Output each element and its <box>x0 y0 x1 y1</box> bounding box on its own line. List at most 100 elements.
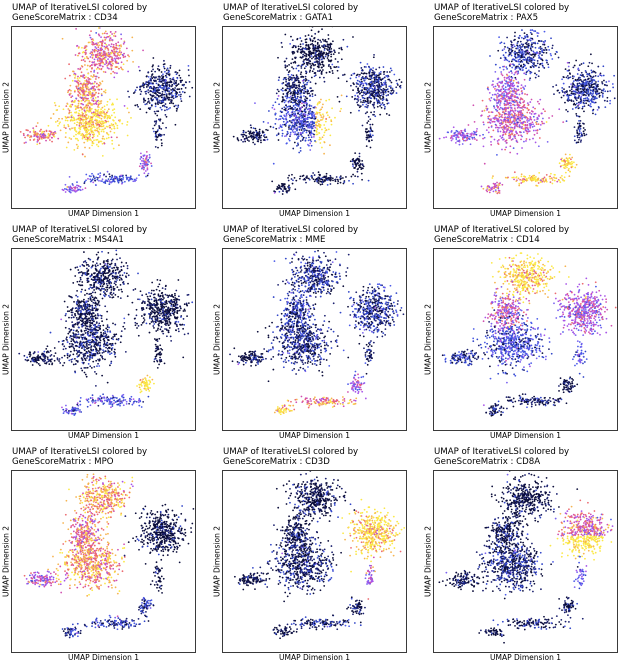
cell-point <box>92 42 95 44</box>
cell-point <box>264 136 266 139</box>
cell-point <box>103 105 106 108</box>
cell-point <box>515 65 518 68</box>
cell-point <box>536 62 539 65</box>
cluster-central <box>36 82 132 158</box>
cell-point <box>156 114 159 117</box>
cell-point <box>171 84 174 86</box>
cell-point <box>95 112 97 115</box>
cell-point <box>287 77 290 80</box>
cell-point <box>541 122 544 125</box>
cell-point <box>364 105 367 108</box>
cell-point <box>164 109 166 112</box>
cell-point <box>97 140 100 143</box>
cell-point <box>289 43 292 45</box>
cell-point <box>87 115 90 118</box>
plot-area <box>433 26 618 209</box>
cell-point <box>163 85 165 88</box>
cell-point <box>66 119 69 122</box>
cell-point <box>51 140 53 143</box>
cell-point <box>82 134 85 137</box>
cell-point <box>300 119 303 122</box>
cell-point <box>400 81 403 83</box>
cell-point <box>365 66 367 68</box>
cell-point <box>536 132 539 135</box>
cell-point <box>247 136 250 138</box>
cell-point <box>496 104 498 107</box>
cell-point <box>534 53 537 56</box>
cell-point <box>292 90 295 93</box>
cell-point <box>163 104 165 107</box>
cell-point <box>273 108 276 111</box>
cell-point <box>130 117 132 119</box>
cell-point <box>341 177 344 179</box>
cell-point <box>309 50 312 53</box>
cell-point <box>145 175 147 178</box>
cell-point <box>165 79 167 82</box>
cell-point <box>296 119 299 121</box>
cell-point <box>102 57 105 60</box>
cell-point <box>366 97 369 100</box>
cell-point <box>272 104 275 107</box>
cell-point <box>88 34 91 37</box>
cell-point <box>153 89 156 92</box>
cell-point <box>378 83 381 86</box>
cell-point <box>286 92 289 95</box>
cell-point <box>96 58 99 61</box>
cell-point <box>145 151 148 153</box>
cell-point <box>383 88 386 91</box>
cell-point <box>155 135 158 138</box>
cell-point <box>294 101 297 104</box>
cell-point <box>309 38 312 41</box>
cell-point <box>97 104 100 106</box>
cell-point <box>291 125 294 127</box>
cell-point <box>277 118 280 121</box>
cell-point <box>294 114 297 117</box>
cell-point <box>286 95 289 98</box>
cell-point <box>45 139 47 142</box>
cell-point <box>97 145 100 148</box>
cell-point <box>294 188 297 191</box>
cell-point <box>70 114 73 117</box>
cell-point <box>309 69 312 72</box>
cell-point <box>336 69 339 72</box>
cell-point <box>110 136 113 139</box>
cell-point <box>368 69 371 72</box>
cell-point <box>360 172 363 175</box>
cell-point <box>370 75 373 78</box>
cell-point <box>87 110 90 113</box>
cell-point <box>547 66 550 69</box>
cell-point <box>36 138 39 141</box>
cell-point <box>147 91 150 94</box>
cell-point <box>90 123 93 126</box>
cell-point <box>160 142 163 145</box>
cell-point <box>523 52 525 55</box>
cell-point <box>63 126 66 129</box>
cell-point <box>100 102 102 105</box>
cell-point <box>516 44 518 47</box>
cell-point <box>387 94 390 96</box>
cell-point <box>78 80 81 83</box>
cell-point <box>305 181 307 184</box>
cell-point <box>106 47 109 50</box>
cell-point <box>276 88 279 91</box>
cell-point <box>100 49 103 52</box>
cell-point <box>317 182 320 184</box>
cell-point <box>110 178 113 180</box>
cell-point <box>133 178 136 181</box>
cell-point <box>354 159 357 162</box>
cell-point <box>512 100 515 103</box>
cell-point <box>51 133 54 136</box>
cell-point <box>527 46 530 49</box>
cell-point <box>308 136 310 139</box>
cell-point <box>84 83 87 86</box>
cell-point <box>99 110 102 113</box>
cell-point <box>534 76 537 79</box>
cell-point <box>176 72 179 74</box>
cell-point <box>551 47 554 50</box>
cell-point <box>517 134 520 137</box>
cell-point <box>370 68 372 71</box>
cell-point <box>167 71 170 74</box>
cell-point <box>308 129 310 132</box>
cell-point <box>523 72 526 75</box>
cell-point <box>515 81 518 84</box>
